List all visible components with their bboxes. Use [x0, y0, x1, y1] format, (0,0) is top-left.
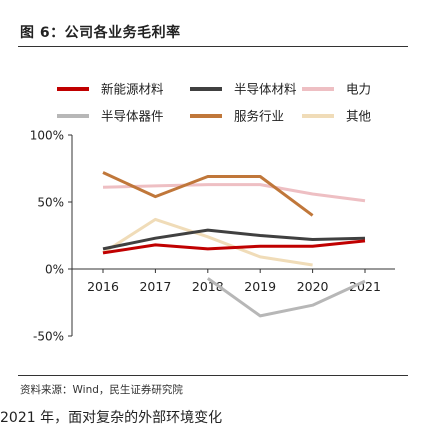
y-tick-label: -50% — [33, 330, 64, 344]
source-note: 资料来源：Wind，民生证券研究院 — [20, 382, 183, 397]
series-line-1 — [103, 241, 365, 253]
legend-label-1: 新能源材料 — [101, 82, 164, 97]
legend-label-2: 半导体材料 — [234, 82, 297, 97]
series-line-4 — [208, 278, 365, 316]
x-tick-label: 2016 — [87, 279, 119, 294]
body-text-fragment: 2021 年，面对复杂的外部环境变化 — [0, 407, 222, 427]
legend-label-5: 服务行业 — [234, 109, 284, 124]
x-tick-label: 2019 — [244, 279, 276, 294]
x-tick-label: 2017 — [139, 279, 171, 294]
legend-label-3: 电力 — [346, 82, 371, 97]
y-tick-label: 0% — [45, 263, 64, 277]
legend-label-4: 半导体器件 — [101, 109, 164, 124]
series-line-5 — [103, 173, 313, 216]
bottom-rule — [18, 375, 408, 376]
y-tick-label: 50% — [37, 196, 64, 210]
series-line-3 — [103, 185, 365, 201]
legend-label-6: 其他 — [346, 109, 372, 124]
x-tick-label: 2020 — [297, 279, 329, 294]
series-layer — [103, 173, 365, 316]
y-tick-label: 100% — [30, 129, 64, 143]
